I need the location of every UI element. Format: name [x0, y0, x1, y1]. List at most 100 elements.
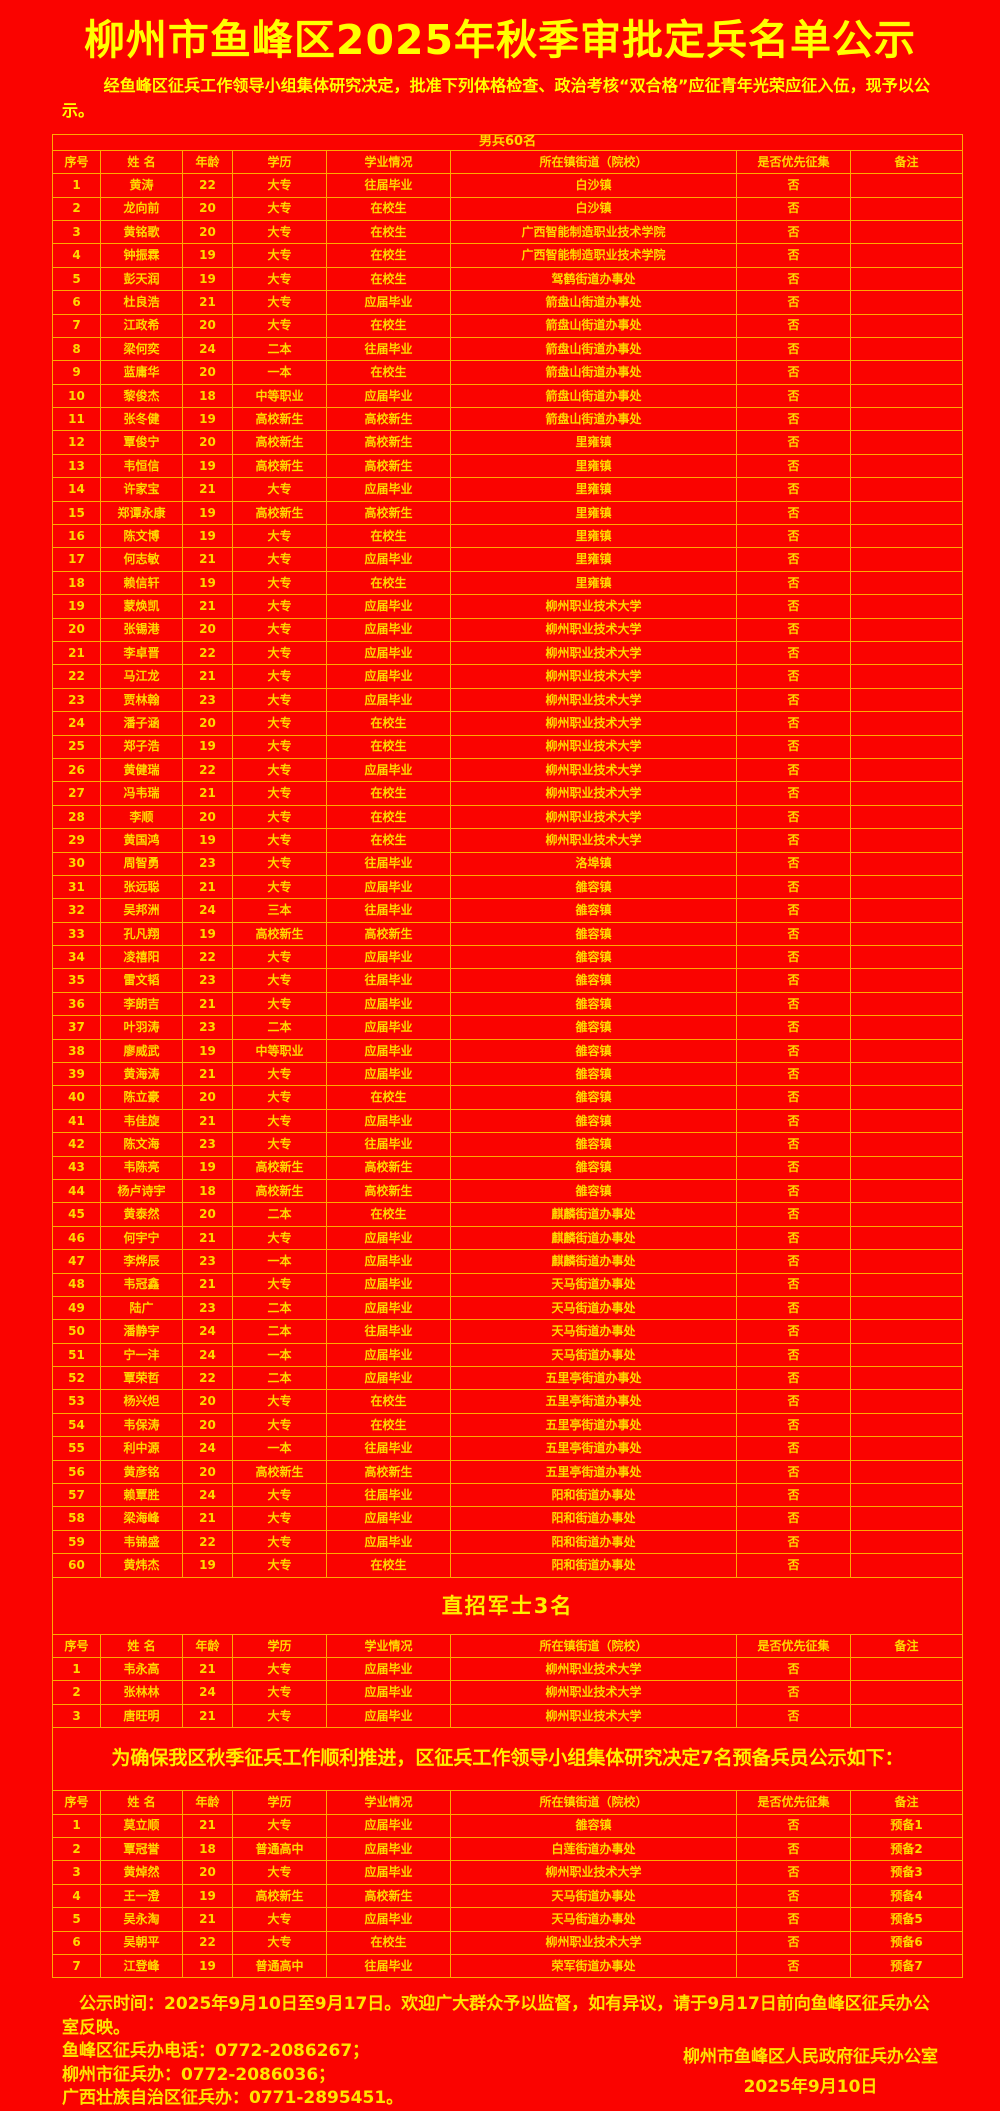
table-cell: 7 [52, 1953, 101, 1979]
table-row: 3 黄焯然 20 大专 应届毕业 柳州职业技术大学否预备3 [52, 1860, 964, 1885]
table-cell: 43 [52, 1155, 101, 1180]
table-cell: 20 [182, 1860, 233, 1885]
table-cell: 否 [736, 407, 851, 432]
table-cell: 否 [736, 1319, 851, 1344]
table-cell: 23 [182, 1132, 233, 1157]
table-cell [849, 1703, 964, 1729]
table-cell: 高校新生 [326, 1883, 451, 1909]
table-cell: 大专 [232, 1907, 327, 1932]
section-title-row: 男兵60名 [51, 133, 964, 151]
table-cell: 否 [736, 1272, 851, 1297]
table-cell: 江登峰 [100, 1953, 183, 1979]
table-cell: 22 [182, 173, 233, 198]
table-cell: 应届毕业 [326, 1015, 451, 1040]
table-cell: 否 [736, 336, 851, 362]
table-cell: 22 [182, 945, 233, 970]
table-cell: 21 [182, 547, 233, 572]
table-cell: 19 [182, 243, 233, 268]
table-cell: 应届毕业 [326, 594, 451, 619]
table-cell: 箭盘山街道办事处 [450, 360, 737, 385]
column-header: 序号 [52, 1790, 101, 1815]
table-cell: 预备2 [849, 1836, 964, 1862]
table-cell: 否 [736, 219, 851, 245]
table-cell: 黄涛 [100, 173, 183, 198]
table-cell [849, 383, 964, 409]
table-cell: 杜良浩 [100, 290, 183, 315]
table-cell: 二本 [232, 1319, 327, 1344]
table-cell: 在校生 [326, 1930, 451, 1955]
table-cell: 广西智能制造职业技术学院 [450, 243, 737, 268]
table-cell: 9 [52, 360, 101, 385]
table-cell: 否 [736, 1015, 851, 1040]
table-cell: 52 [52, 1366, 101, 1391]
table-cell: 否 [736, 1860, 851, 1885]
table-cell: 韦永高 [100, 1656, 183, 1682]
table-cell: 应届毕业 [326, 945, 451, 970]
table-cell: 预备1 [849, 1813, 964, 1838]
table-cell: 应届毕业 [326, 1272, 451, 1297]
table-cell [849, 547, 964, 572]
table-cell: 21 [182, 991, 233, 1017]
table-cell: 否 [736, 945, 851, 970]
table-cell: 应届毕业 [326, 1108, 451, 1134]
table-cell: 在校生 [326, 1553, 451, 1578]
table-cell: 应届毕业 [326, 1703, 451, 1729]
table-row: 24 潘子涵 20 大专 在校生 柳州职业技术大学否 [52, 711, 964, 736]
footer-line-publicity-period: 公示时间：2025年9月10日至9月17日。欢迎广大群众予以监督，如有异议，请于… [62, 1994, 930, 2038]
table-cell: 22 [182, 1529, 233, 1555]
column-header: 序号 [52, 1633, 101, 1659]
table-cell [849, 1436, 964, 1461]
table-cell [849, 991, 964, 1017]
table-row: 13 韦恒信 19 高校新生 高校新生 里雍镇否 [52, 453, 964, 479]
table-row: 31 张远聪 21 大专 应届毕业 雒容镇否 [52, 874, 964, 900]
table-cell: 雷文韬 [100, 968, 183, 993]
table-cell: 41 [52, 1108, 101, 1134]
table-cell: 6 [52, 290, 101, 315]
table-row: 25 郑子浩 19 大专 在校生 柳州职业技术大学否 [52, 734, 964, 759]
table-cell: 郑谭永康 [100, 500, 183, 526]
signature-block: 柳州市鱼峰区人民政府征兵办公室 2025年9月10日 [683, 2042, 938, 2102]
table-cell: 20 [182, 1459, 233, 1485]
table-cell: 应届毕业 [326, 664, 451, 689]
table-cell: 李顺 [100, 804, 183, 830]
table-cell: 柳州职业技术大学 [450, 664, 737, 689]
table-cell: 19 [182, 500, 233, 526]
table-cell: 大专 [232, 757, 327, 783]
table-row: 40 陈立豪 20 大专 在校生 雒容镇否 [52, 1085, 964, 1110]
table-cell [849, 1225, 964, 1251]
table-cell: 应届毕业 [326, 1249, 451, 1274]
table-row: 15 郑谭永康 19 高校新生 高校新生 里雍镇否 [52, 500, 964, 526]
table-cell: 3 [52, 219, 101, 245]
table-cell: 23 [52, 687, 101, 713]
column-header: 备注 [849, 1790, 964, 1815]
table-cell: 黎俊杰 [100, 383, 183, 409]
table-cell: 黄健瑞 [100, 757, 183, 783]
table-cell: 里雍镇 [450, 500, 737, 526]
column-header: 年龄 [182, 149, 233, 175]
table-cell: 里雍镇 [450, 570, 737, 596]
table-cell: 大专 [232, 1506, 327, 1531]
table-cell: 否 [736, 173, 851, 198]
table-cell [849, 1015, 964, 1040]
table-cell: 雒容镇 [450, 1015, 737, 1040]
table-cell: 高校新生 [326, 921, 451, 947]
table-cell: 大专 [232, 1553, 327, 1578]
table-cell [849, 1178, 964, 1204]
table-cell: 22 [182, 757, 233, 783]
table-cell: 柳州职业技术大学 [450, 711, 737, 736]
table-row: 1 黄涛 22 大专 往届毕业 白沙镇否 [52, 173, 964, 198]
table-cell [849, 524, 964, 549]
table-cell: 否 [736, 1459, 851, 1485]
table-cell: 赖信轩 [100, 570, 183, 596]
table-cell [849, 617, 964, 642]
table-cell: 麒麟街道办事处 [450, 1249, 737, 1274]
table-cell: 否 [736, 1295, 851, 1321]
table-row: 46 何宇宁 21 大专 应届毕业 麒麟街道办事处否 [52, 1225, 964, 1251]
table-cell: 里雍镇 [450, 524, 737, 549]
table-cell: 大专 [232, 1529, 327, 1555]
table-cell: 在校生 [326, 711, 451, 736]
table-cell: 否 [736, 1389, 851, 1414]
table-cell: 箭盘山街道办事处 [450, 290, 737, 315]
table-cell: 否 [736, 1062, 851, 1087]
